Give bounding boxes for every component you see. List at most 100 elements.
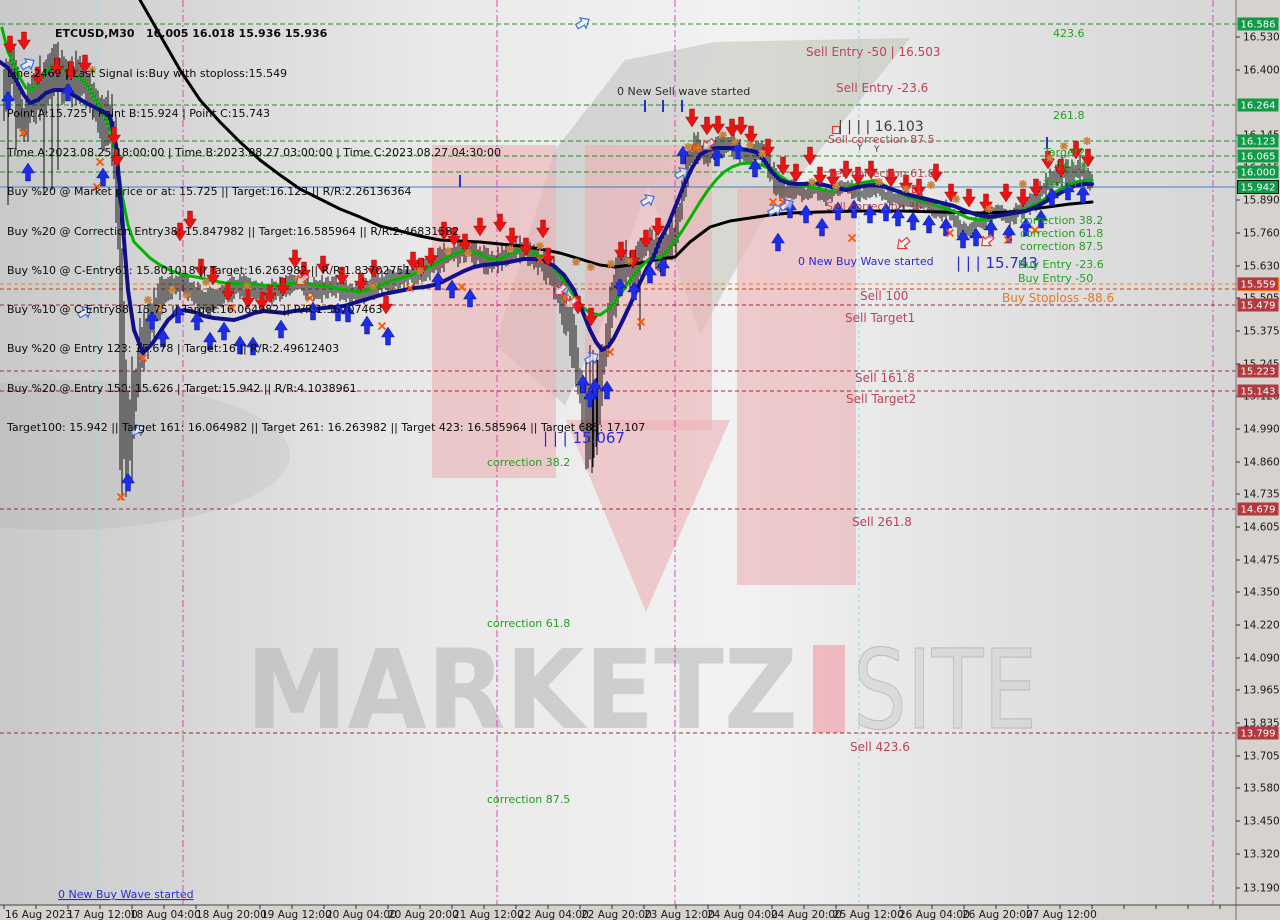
svg-text:26 Aug 04:00: 26 Aug 04:00 [899,909,970,920]
sell-target2-label: Sell Target2 [846,392,916,406]
price-axis[interactable]: 16.53016.40016.14516.01515.89015.76015.6… [1235,0,1280,920]
info-line-buy-market: Buy %20 @ Market price or at: 15.725 || … [7,185,412,199]
svg-text:14.090: 14.090 [1243,653,1280,665]
svg-text:15.760: 15.760 [1243,228,1280,240]
svg-text:15.479: 15.479 [1241,301,1276,312]
svg-text:25 Aug 12:00: 25 Aug 12:00 [833,909,904,920]
sell-correction-382-label: Sell correction 38.2 [826,200,933,213]
correction-875-left-label: correction 87.5 [487,793,570,806]
info-line-times: Time A:2023.08.25 18:00:00 | Time B:2023… [7,146,501,160]
svg-text:16.530: 16.530 [1243,32,1280,44]
svg-text:18 Aug 04:00: 18 Aug 04:00 [130,909,201,920]
svg-text:13.799: 13.799 [1241,729,1276,740]
chart-info-overlay: ETCUSD,M30 16.005 16.018 15.936 15.936 L… [7,1,645,460]
sell-100-label: Sell 100 [860,289,908,303]
svg-text:14.605: 14.605 [1243,522,1280,534]
sell-4236-label: Sell 423.6 [850,740,910,754]
correction-382-left-label: correction 38.2 [487,456,570,469]
svg-text:14.735: 14.735 [1243,489,1280,501]
fib-2618-label: 261.8 [1053,109,1085,122]
svg-text:15.942: 15.942 [1241,183,1276,194]
buy-stoploss-label: Buy Stoploss -88.6 [1002,291,1114,305]
svg-text:24 Aug 04:00: 24 Aug 04:00 [707,909,778,920]
svg-text:20 Aug 20:00: 20 Aug 20:00 [388,909,459,920]
svg-text:13.965: 13.965 [1243,685,1280,697]
svg-text:20 Aug 04:00: 20 Aug 04:00 [326,909,397,920]
svg-text:15.143: 15.143 [1241,387,1276,398]
svg-text:Y: Y [856,143,863,153]
correction-382-right-label: correction 38.2 [1020,214,1103,227]
new-sell-wave-label: 0 New Sell wave started [617,85,750,98]
sell-entry-50-label: Sell Entry -50 | 16.503 [806,45,940,59]
correction-618-right-label: correction 61.8 [1020,227,1103,240]
fib-1618-label: 161.8 [1056,160,1088,173]
svg-text:16.264: 16.264 [1241,101,1276,112]
svg-text:19 Aug 12:00: 19 Aug 12:00 [261,909,332,920]
swing-low-15067-label: | | | 15.067 [543,429,625,447]
correction-875-right-label: correction 87.5 [1020,240,1103,253]
target2-label: Target2 [1043,146,1085,159]
svg-text:14.350: 14.350 [1243,587,1280,599]
svg-text:14.860: 14.860 [1243,457,1280,469]
svg-text:14.475: 14.475 [1243,555,1280,567]
svg-text:21 Aug 12:00: 21 Aug 12:00 [453,909,524,920]
svg-text:16.123: 16.123 [1241,137,1276,148]
info-line-buy-entry61: Buy %10 @ C-Entry61: 15.801018 || Target… [7,263,411,277]
svg-text:22 Aug 20:00: 22 Aug 20:00 [581,909,652,920]
svg-text:Y: Y [873,145,880,155]
sell-target1-label: Sell Target1 [845,311,915,325]
svg-text:27 Aug 12:00: 27 Aug 12:00 [1026,909,1097,920]
info-line-signal: Line:2469 | Last Signal is:Buy with stop… [7,67,288,81]
svg-text:16.065: 16.065 [1241,152,1276,163]
svg-text:13.450: 13.450 [1243,816,1280,828]
buy-entry-50-label: Buy Entry -50 [1018,272,1093,285]
svg-text:22 Aug 04:00: 22 Aug 04:00 [518,909,589,920]
svg-text:15.375: 15.375 [1243,326,1280,338]
new-buy-wave-bottom-label: 0 New Buy Wave started [58,888,194,901]
info-line-buy-entry150: Buy %20 @ Entry 150: 15.626 | Target:15.… [7,381,357,395]
svg-text:15.630: 15.630 [1243,261,1280,273]
target1-label: Target1 [1043,178,1085,191]
svg-text:15.559: 15.559 [1241,280,1276,291]
svg-text:MARKETZ: MARKETZ [246,626,798,754]
correction-618-left-label: correction 61.8 [487,617,570,630]
info-line-buy-entry123: Buy %20 @ Entry 123: 15.678 | Target:16 … [7,342,340,356]
sell-1618-label: Sell 161.8 [855,371,915,385]
svg-text:17 Aug 12:00: 17 Aug 12:00 [67,909,138,920]
svg-text:26 Aug 20:00: 26 Aug 20:00 [962,909,1033,920]
info-line-buy-entry88: Buy %10 @ C-Entry88: 15.75 || Target:16.… [7,303,383,317]
svg-text:16.400: 16.400 [1243,65,1280,77]
swing-high-16103-label: | | | | 16.103 [838,119,924,135]
svg-text:16 Aug 2023: 16 Aug 2023 [5,909,72,920]
info-line-points: Point A:15.725 | Point B:15.924 | Point … [7,106,270,120]
sell-entry-236-label: Sell Entry -23.6 [836,81,928,95]
buy-entry-236-label: Buy Entry -23.6 [1018,258,1104,271]
svg-text:23 Aug 12:00: 23 Aug 12:00 [644,909,715,920]
sell-2618-label: Sell 261.8 [852,515,912,529]
svg-text:SITE: SITE [853,626,1037,754]
symbol-ohlc-title: ETCUSD,M30 16.005 16.018 15.936 15.936 [55,27,328,41]
svg-text:13.320: 13.320 [1243,849,1280,861]
info-line-buy-entry38: Buy %20 @ Correction Entry38: 15.847982 … [7,224,460,238]
svg-text:15.223: 15.223 [1241,367,1276,378]
svg-text:16.000: 16.000 [1241,168,1276,179]
svg-text:16.586: 16.586 [1241,20,1276,31]
svg-text:13.580: 13.580 [1243,783,1280,795]
fib-4236-label: 423.6 [1053,27,1085,40]
svg-text:14.220: 14.220 [1243,620,1280,632]
marketz-site-watermark: MARKETZ SITE [0,38,1038,755]
svg-text:15.890: 15.890 [1243,195,1280,207]
svg-text:24 Aug 20:00: 24 Aug 20:00 [771,909,842,920]
svg-text:14.990: 14.990 [1243,424,1280,436]
svg-text:18 Aug 20:00: 18 Aug 20:00 [196,909,267,920]
svg-text:13.190: 13.190 [1243,883,1280,895]
chart-annotations: 0 New Sell wave started Sell Entry -50 | … [58,27,1114,901]
svg-text:14.679: 14.679 [1241,505,1276,516]
sell-correction-875-label: Sell correction 87.5 [828,133,935,146]
sell-correction-618-label: Sell correction 61.8 [828,167,935,180]
new-buy-wave-mid-label: 0 New Buy Wave started [798,255,934,268]
